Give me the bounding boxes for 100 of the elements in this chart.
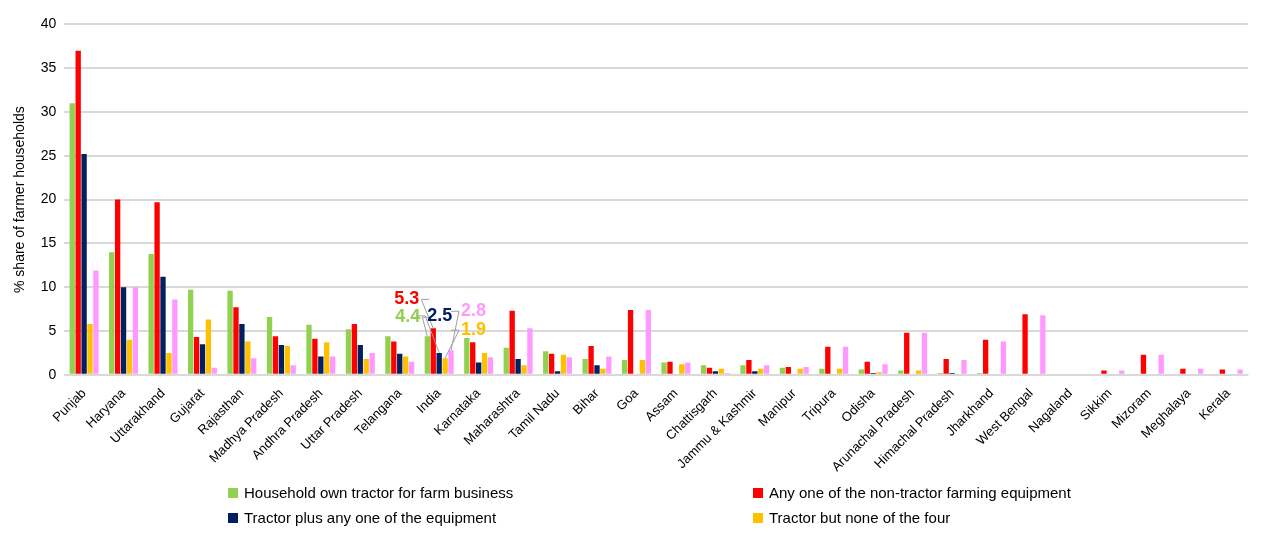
bar [904,332,910,374]
y-tick-label: 40 [40,15,57,32]
y-tick-label: 15 [40,234,57,251]
bar [424,336,431,374]
bar [718,368,724,374]
bar [600,368,606,374]
y-tick-label: 0 [48,365,57,382]
bar [819,368,825,374]
bar [515,359,521,374]
bar [205,319,212,374]
bar [1197,368,1204,374]
bar [126,339,133,374]
bar [627,309,634,374]
y-tick-label: 25 [40,146,57,163]
bar [685,362,691,374]
bar [898,370,904,374]
bar [521,365,527,374]
bar [527,328,533,374]
bar [442,358,448,374]
bar [566,357,573,374]
bar [825,346,831,374]
legend-label: Household own tractor for farm business [244,484,514,501]
bar [385,336,391,374]
annotation: 2.8 [461,300,487,321]
bar [758,368,764,374]
bar [251,358,257,374]
bar [543,351,549,374]
bar [132,287,139,374]
bar [588,345,594,374]
bar [330,356,336,374]
bar [290,365,296,374]
bar [160,276,166,374]
bar [233,307,239,374]
bar [245,341,251,374]
y-axis-title: % share of farmer households [11,106,28,293]
y-tick-label: 5 [48,321,57,338]
bar [312,338,318,374]
bar [915,370,922,374]
bar [1101,370,1107,374]
annotation: 5.3 [394,288,420,309]
bar [402,356,409,374]
bar [470,342,476,374]
bar [211,367,217,374]
bar [193,337,200,374]
bar [1022,314,1028,374]
bar [679,364,685,374]
bar [700,365,707,374]
bar [712,371,719,374]
bar [645,309,651,374]
bar [487,357,494,374]
annotation: 2.5 [427,304,453,325]
bar [272,336,279,374]
bar [114,199,121,374]
bar [93,270,99,374]
bar [1119,370,1125,374]
bar [227,290,233,374]
bar [306,324,312,374]
annotation: 1.9 [461,319,487,340]
bar [475,362,482,374]
legend-label: Tractor but none of the four [769,509,951,526]
bar [509,310,515,374]
bar [351,323,358,374]
bar [87,323,93,374]
bar [120,287,127,374]
bar [740,365,746,374]
bar [961,359,967,374]
bar [606,356,612,374]
bar [345,329,352,374]
bar [1040,315,1046,374]
legend-label: Tractor plus any one of the equipment [244,509,497,526]
bar [667,361,673,374]
bar [661,362,667,374]
bar [148,253,154,374]
y-tick-label: 10 [40,278,57,295]
bar [239,323,245,374]
bar [864,361,870,374]
bar [81,154,87,374]
bar [357,345,363,374]
bar [982,339,989,374]
annotation: 4.4 [395,306,421,327]
bar [554,371,561,374]
bar [639,359,646,374]
y-tick-label: 35 [40,59,57,76]
bar [187,289,194,374]
bar [1237,369,1243,374]
legend-label: Any one of the non-tractor farming equipment [769,484,1071,501]
bar [764,365,770,374]
bar [284,345,290,374]
bar [779,367,786,374]
bar [803,366,809,374]
bar [481,352,488,374]
bar [1000,341,1007,374]
bar [582,359,588,374]
bar [594,365,600,374]
bar [75,50,81,374]
bar [1180,368,1186,374]
bar [921,332,928,374]
bar [436,352,442,374]
bar [785,366,792,374]
bar [166,352,172,374]
